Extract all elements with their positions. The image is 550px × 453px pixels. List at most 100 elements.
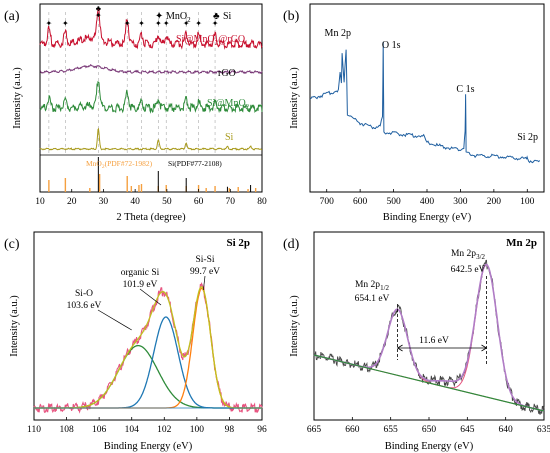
panel-c-curves [33,275,263,414]
panel-c-tick-label: 108 [59,425,74,435]
survey-spectrum-line [309,41,541,164]
panel-c: (c) Si 2p 110 108 106 104 102 100 98 96 Si-O 10… [4,231,267,452]
panel-d-xlabel: Binding Energy (eV) [385,441,474,452]
panel-a-tick-label: 50 [162,197,172,207]
mno2-peak-marker: ✦ [195,19,202,28]
mno2-peak-marker: ✦ [138,19,145,28]
panel-c-ylabel: Intensity (a.u.) [9,295,20,357]
panel-b-tick-label: 700 [320,197,335,207]
label-mn2p-half: Mn 2p1/2 [355,280,390,292]
panel-a-tick-label: 70 [226,197,236,207]
series-line-rgo [39,64,263,75]
panel-a-x-ticks: 10 20 30 40 50 60 70 80 [35,189,267,207]
series-line-si-mno2-rgo [39,8,263,50]
panel-b-tick-label: 400 [420,197,435,207]
panel-b-tick-label: 500 [386,197,401,207]
mno2-peak-marker: ✦ [46,19,53,28]
panel-c-x-ticks: 110 108 106 104 102 100 98 96 [27,417,267,435]
mno2-peak-marker: ✦ [95,11,102,20]
panel-a-tick-label: 60 [194,197,204,207]
panel-d-tick-label: 660 [345,425,360,435]
ref-label-si: Si(PDF#77-2108) [168,159,222,168]
panel-d-tick-label: 665 [307,425,322,435]
panel-d-letter: (d) [283,237,300,252]
panel-b-letter: (b) [283,9,300,24]
panel-a-tick-label: 80 [257,197,267,207]
panel-a-letter: (a) [4,9,20,24]
panel-d-ylabel: Intensity (a.u.) [289,295,300,357]
panel-b-tick-label: 100 [520,197,535,207]
panel-a-tick-label: 30 [99,197,109,207]
legend-si-symbol: ♣ [213,11,220,22]
panel-d-x-ticks: 665 660 655 650 645 640 635 [307,417,550,435]
panel-d-curves [313,259,545,415]
panel-b-x-ticks: 700 600 500 400 300 200 100 [320,189,535,207]
panel-c-tick-label: 100 [190,425,205,435]
series-label-si-mno2: Si@MnO2 [207,98,250,111]
panel-c-tick-label: 104 [125,425,140,435]
panel-a-peak-markers: ✦ ✦✦✦ ✦ ✦ ✦ ✦ ✦ ✦♣ [46,4,219,28]
panel-c-tick-label: 110 [27,425,41,435]
value-si-si: 99.7 eV [190,267,220,277]
legend-si-label: Si [223,11,232,22]
si-peak-marker: ♣ [96,4,102,13]
panel-d-title: Mn 2p [506,237,537,249]
panel-c-title: Si 2p [226,237,250,249]
peak-label-mn2p: Mn 2p [325,28,351,39]
raw-data-line [33,281,263,414]
panel-a-tick-label: 40 [130,197,140,207]
peak-label-o1s: O 1s [382,40,401,51]
component-line [313,308,545,412]
annotation-pointer [203,275,206,291]
panel-a-tick-label: 10 [35,197,45,207]
series-label-si-mno2-rgo: Si@MnO2@rGO [176,34,245,47]
value-mn2p-threehalf: 642.5 eV [451,265,486,275]
panel-d-tick-label: 655 [384,425,399,435]
panel-c-frame [33,231,263,421]
mno2-peak-marker: ✦ [183,19,190,28]
legend-mno2-symbol: ✦ [155,11,163,22]
label-si-o: Si-O [75,289,93,299]
panel-b-xlabel: Binding Energy (eV) [383,212,472,223]
value-organic-si: 101.9 eV [123,280,158,290]
series-line-si-mno2 [39,80,263,114]
background-line [313,354,545,412]
panel-a-tick-label: 20 [67,197,77,207]
panel-d-tick-label: 640 [499,425,514,435]
ref-label-mno2: MnO2(PDF#72-1982) [86,159,153,170]
legend-mno2-label: MnO2 [166,11,191,24]
component-organic-si [34,316,262,409]
value-mn2p-half: 654.1 eV [355,294,390,304]
mno2-peak-marker: ✦ [124,19,131,28]
mno2-peak-marker: ✦ [62,19,69,28]
panel-c-xlabel: Binding Energy (eV) [104,441,193,452]
panel-a-xlabel: 2 Theta (degree) [116,212,186,223]
panel-c-tick-label: 96 [257,425,267,435]
series-line-si [39,127,262,151]
annotation-pointer [139,288,162,306]
panel-d-tick-label: 650 [422,425,437,435]
panel-c-tick-label: 106 [92,425,107,435]
panel-a-ylabel: Intensity (a.u.) [12,67,23,129]
panel-c-letter: (c) [4,237,20,252]
panel-d-tick-label: 635 [537,425,550,435]
panel-a-frame [39,3,263,193]
label-organic-si: organic Si [121,268,160,278]
series-label-si: Si [225,132,234,143]
peak-label-si2p: Si 2p [517,132,538,143]
panel-d-tick-label: 645 [460,425,475,435]
mno2-peak-marker: ✦ [155,19,162,28]
label-si-si: Si-Si [195,255,214,265]
panel-b-tick-label: 300 [453,197,468,207]
series-label-rgo: rGO [218,68,236,79]
panel-a-reference-lines [48,157,257,192]
mno2-peak-marker: ✦ [212,19,219,28]
panel-a-series [39,8,263,151]
panel-d: (d) Mn 2p 665 660 655 650 645 640 635 Mn 2p1/2… [283,231,550,452]
value-si-o: 103.6 eV [67,301,102,311]
mno2-peak-marker: ✦ [163,19,170,28]
panel-b-tick-label: 600 [353,197,368,207]
panel-c-tick-label: 102 [157,425,172,435]
arrow-head-left [396,344,403,352]
